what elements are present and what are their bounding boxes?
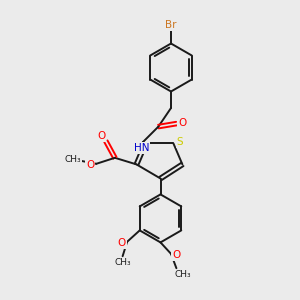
- Text: Br: Br: [165, 20, 177, 30]
- Text: O: O: [172, 250, 181, 260]
- Text: O: O: [118, 238, 126, 248]
- Text: O: O: [178, 118, 187, 128]
- Text: CH₃: CH₃: [174, 270, 191, 279]
- Text: HN: HN: [134, 143, 149, 153]
- Text: O: O: [97, 131, 105, 141]
- Text: O: O: [86, 160, 94, 170]
- Text: CH₃: CH₃: [114, 258, 131, 267]
- Text: S: S: [177, 137, 183, 147]
- Text: CH₃: CH₃: [64, 155, 81, 164]
